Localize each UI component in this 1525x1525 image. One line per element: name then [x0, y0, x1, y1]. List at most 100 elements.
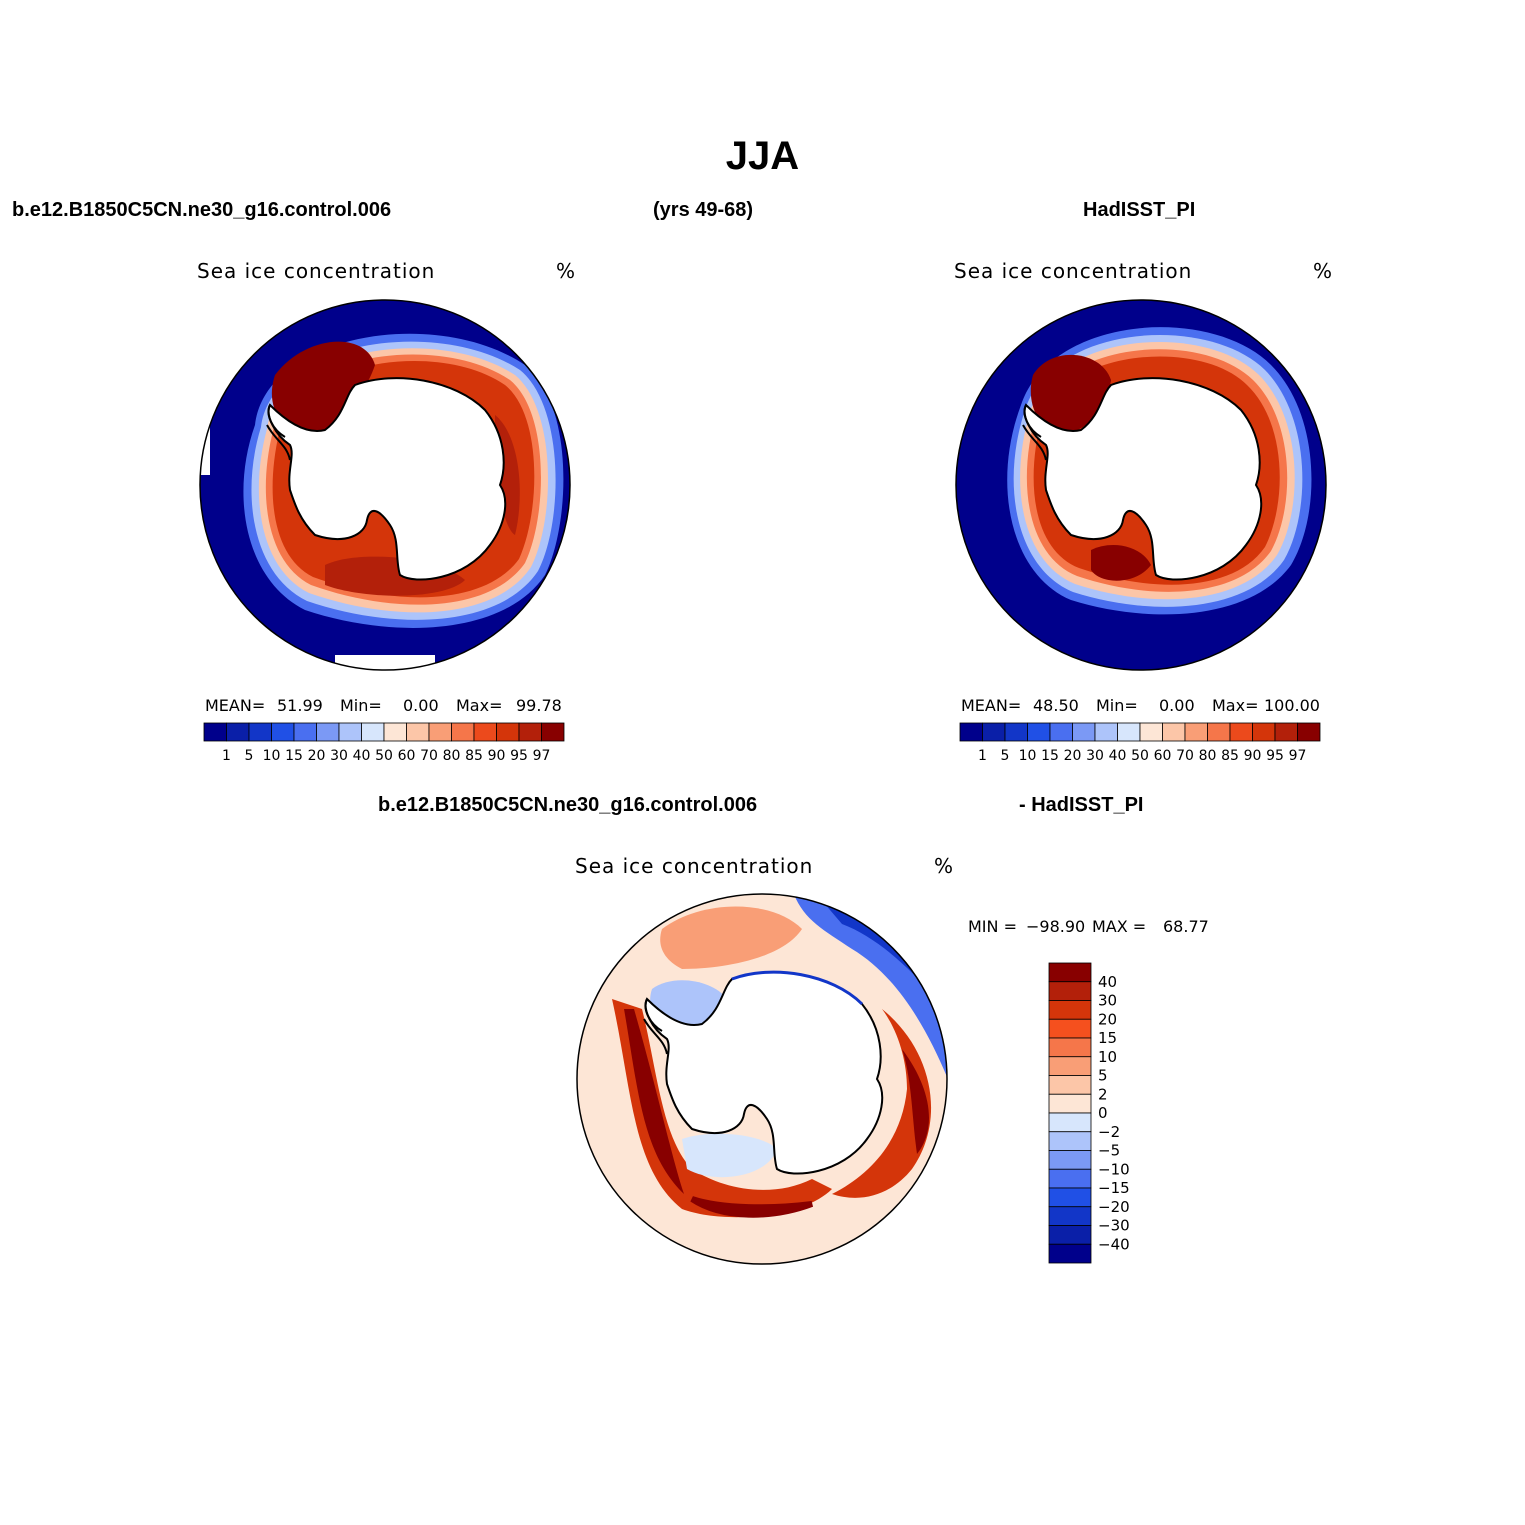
diff-colorbar-tick-label: −20	[1098, 1198, 1130, 1216]
diff-colorbar-swatch	[1048, 1075, 1092, 1095]
model-min-label: Min=	[340, 696, 382, 715]
obs-mean-value: 48.50	[1033, 696, 1079, 715]
model-colorbar-tick-label: 90	[488, 748, 506, 764]
model-colorbar-swatch	[428, 722, 452, 742]
obs-min-value: 0.00	[1159, 696, 1195, 715]
obs-colorbar-swatch	[1184, 722, 1208, 742]
model-max-value: 99.78	[516, 696, 562, 715]
obs-polar-map	[955, 299, 1327, 671]
obs-mean-label: MEAN=	[961, 696, 1022, 715]
obs-colorbar-tick-label: 1	[978, 748, 987, 764]
model-colorbar-tick-label: 5	[245, 748, 254, 764]
diff-colorbar-swatch	[1048, 1131, 1092, 1151]
obs-colorbar-tick-label: 85	[1221, 748, 1239, 764]
obs-colorbar-tick-label: 20	[1064, 748, 1082, 764]
model-panel-units: %	[556, 259, 577, 283]
model-colorbar-swatch	[473, 722, 497, 742]
diff-header-left: b.e12.B1850C5CN.ne30_g16.control.006	[378, 794, 758, 816]
obs-colorbar-tick-label: 95	[1266, 748, 1284, 764]
model-colorbar-tick-label: 30	[330, 748, 348, 764]
diff-colorbar-swatch	[1048, 1112, 1092, 1133]
model-colorbar-tick-label: 97	[533, 748, 551, 764]
obs-colorbar-tick-label: 80	[1199, 748, 1217, 764]
diff-panel-units: %	[934, 854, 955, 878]
obs-colorbar-swatch	[1274, 722, 1298, 742]
model-mean-label: MEAN=	[205, 696, 266, 715]
obs-colorbar-swatch	[1072, 722, 1096, 742]
obs-colorbar-swatch	[1139, 722, 1163, 742]
model-max-label: Max=	[456, 696, 503, 715]
obs-colorbar-swatch	[1117, 722, 1141, 742]
diff-colorbar-swatch	[1048, 1150, 1092, 1170]
diff-ross-negative	[682, 1133, 777, 1178]
obs-panel-title: Sea ice concentration	[954, 259, 1193, 283]
diff-min-value: −98.90	[1026, 917, 1086, 936]
diff-max-value: 68.77	[1163, 917, 1209, 936]
left-header: b.e12.B1850C5CN.ne30_g16.control.006	[12, 199, 392, 221]
diff-colorbar-swatch	[1048, 1056, 1092, 1076]
obs-thick-ice-weddell	[1030, 354, 1111, 435]
model-polar-map	[199, 299, 571, 671]
obs-colorbar-swatch	[1297, 722, 1321, 742]
model-colorbar-swatch	[361, 722, 385, 742]
obs-colorbar-tick-label: 30	[1086, 748, 1104, 764]
model-colorbar-swatch	[383, 722, 407, 742]
model-colorbar-swatch	[518, 722, 542, 742]
obs-panel-units: %	[1313, 259, 1334, 283]
diff-colorbar-tick-label: −10	[1098, 1160, 1130, 1178]
diff-colorbar-tick-label: −5	[1098, 1142, 1120, 1160]
diff-colorbar-tick-label: −2	[1098, 1123, 1120, 1141]
diff-colorbar-tick-label: 40	[1098, 973, 1117, 991]
diff-colorbar-tick-label: −40	[1098, 1235, 1130, 1253]
model-colorbar-swatch	[226, 722, 250, 742]
model-colorbar-tick-label: 80	[443, 748, 461, 764]
model-colorbar-swatch	[248, 722, 272, 742]
model-colorbar-tick-label: 1	[222, 748, 231, 764]
model-colorbar-swatch	[271, 722, 295, 742]
obs-colorbar-tick-label: 10	[1019, 748, 1037, 764]
diff-colorbar-tick-label: 5	[1098, 1067, 1108, 1085]
obs-colorbar-swatch	[1229, 722, 1253, 742]
obs-colorbar-tick-label: 90	[1244, 748, 1262, 764]
model-mean-value: 51.99	[277, 696, 323, 715]
diff-header-right: - HadISST_PI	[1019, 794, 1144, 816]
obs-colorbar-swatch	[1162, 722, 1186, 742]
diff-colorbar-swatch	[1048, 1206, 1092, 1226]
diff-colorbar-tick-label: 30	[1098, 992, 1117, 1010]
model-colorbar-tick-label: 15	[285, 748, 303, 764]
diff-colorbar-swatch	[1048, 1018, 1092, 1039]
diff-colorbar-tick-label: −30	[1098, 1217, 1130, 1235]
diff-colorbar-tick-label: −15	[1098, 1179, 1130, 1197]
obs-max-value: 100.00	[1264, 696, 1320, 715]
obs-min-label: Min=	[1096, 696, 1138, 715]
model-colorbar-swatch	[406, 722, 430, 742]
diff-colorbar-swatch	[1048, 1168, 1092, 1189]
obs-colorbar: 1 5 10 15 20 30 40 50 60 70 80 85 90 95 97	[959, 722, 1321, 764]
model-colorbar-tick-label: 40	[353, 748, 371, 764]
model-colorbar-tick-label: 85	[465, 748, 483, 764]
obs-colorbar-swatch	[982, 722, 1006, 742]
obs-colorbar-tick-label: 97	[1289, 748, 1307, 764]
obs-colorbar-tick-label: 5	[1001, 748, 1010, 764]
model-colorbar: 1 5 10 15 20 30 40 50 60 70 80 85 90 95 97	[203, 722, 565, 764]
center-header: (yrs 49-68)	[653, 199, 754, 221]
obs-colorbar-swatch	[1252, 722, 1276, 742]
model-colorbar-tick-label: 10	[263, 748, 281, 764]
diff-colorbar-tick-label: 2	[1098, 1085, 1108, 1103]
model-colorbar-tick-label: 95	[510, 748, 528, 764]
diff-colorbar-tick-label: 0	[1098, 1104, 1108, 1122]
model-panel-title: Sea ice concentration	[197, 259, 436, 283]
diff-colorbar-swatch	[1048, 981, 1092, 1001]
figure-title: JJA	[725, 134, 800, 178]
obs-colorbar-tick-label: 15	[1041, 748, 1059, 764]
model-thick-ice-weddell	[271, 341, 375, 435]
right-header: HadISST_PI	[1083, 199, 1196, 221]
obs-colorbar-swatch	[1027, 722, 1051, 742]
model-colorbar-swatch	[293, 722, 317, 742]
diff-colorbar-swatch	[1048, 962, 1092, 983]
obs-colorbar-swatch	[1004, 722, 1028, 742]
diff-polar-map	[576, 893, 948, 1265]
obs-colorbar-tick-label: 60	[1154, 748, 1172, 764]
diff-panel-title: Sea ice concentration	[575, 854, 814, 878]
